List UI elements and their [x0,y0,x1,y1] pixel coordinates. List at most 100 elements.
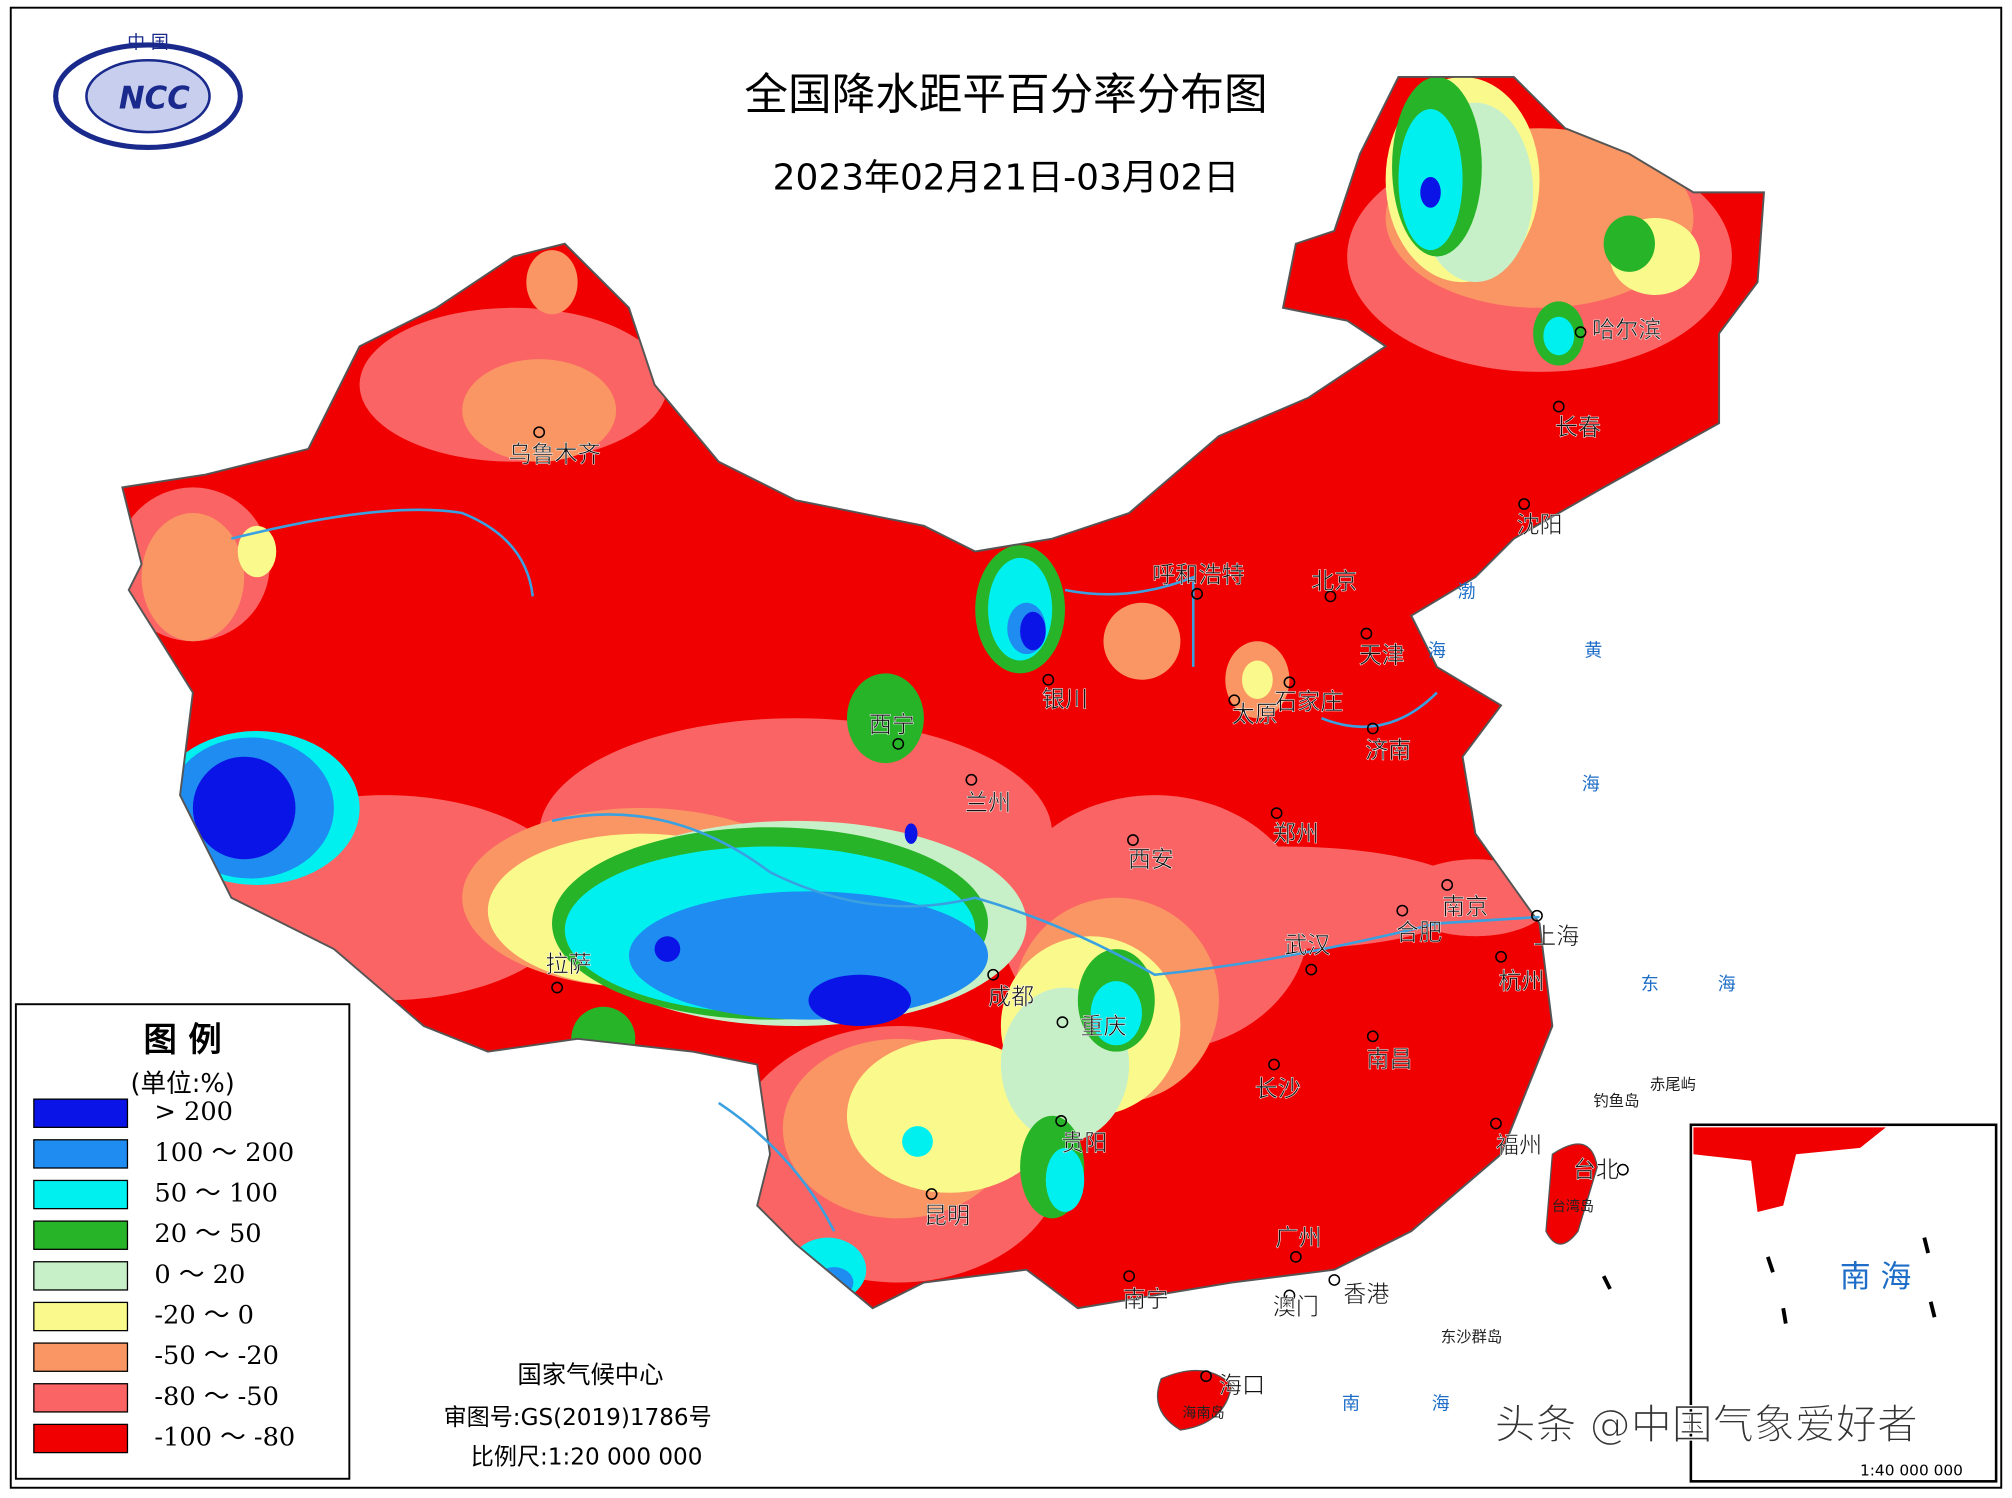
city-marker [1283,676,1296,689]
city-label: 西安 [1128,847,1174,873]
legend-label: 50 ～ 100 [154,1179,278,1209]
city-marker [1056,1016,1069,1029]
city-marker [987,968,1000,981]
legend: 图 例 (单位:%) > 200 100 ～ 200 50 ～ 100 20 ～ 50… [14,1003,351,1480]
title: 全国降水距平百分率分布图 [744,70,1267,120]
precip-zone [654,936,681,962]
legend-swatch [33,1261,129,1291]
place-label: 海 [1432,1393,1450,1414]
city-label: 太原 [1232,702,1278,728]
legend-swatch [33,1179,129,1210]
precip-zone [462,359,617,462]
city-label: 杭州 [1498,969,1544,995]
city-label: 海口 [1219,1373,1265,1399]
city-label: 贵阳 [1061,1131,1107,1157]
city-label: 济南 [1365,738,1411,764]
city-marker [1574,326,1587,339]
legend-swatch [33,1342,129,1372]
city-marker [1191,587,1203,600]
city-marker [1366,1030,1379,1043]
city-marker [533,426,546,439]
city-label: 兰州 [965,791,1011,817]
place-label: 南 [1342,1393,1360,1414]
city-label: 天津 [1359,643,1405,669]
precip-zone [192,756,296,860]
legend-label: 20 ～ 50 [154,1219,261,1249]
city-marker [1324,590,1337,603]
city-label: 南昌 [1366,1047,1412,1073]
legend-label: > 200 [154,1097,233,1127]
precip-zone [902,1126,933,1157]
precip-zone [846,1038,1053,1193]
city-label: 西宁 [869,712,915,738]
legend-title: 图 例 [143,1020,221,1059]
city-label: 沈阳 [1516,512,1562,538]
city-marker [1289,1250,1302,1263]
footer-org: 国家气候中心 [517,1360,663,1389]
city-label: 成都 [988,984,1034,1010]
city-marker [1366,722,1379,735]
city-label: 台北 [1573,1157,1619,1183]
city-marker [925,1188,938,1200]
precip-zone [1090,981,1142,1046]
hainan [1156,1369,1233,1431]
precip-zone [904,823,918,844]
city-label: 南宁 [1123,1287,1169,1313]
city-marker [1055,1115,1068,1127]
city-marker [1495,950,1507,963]
precip-zone [1020,611,1046,651]
city-label: 昆明 [924,1204,970,1230]
city-label: 银川 [1042,687,1088,713]
footer-approval: 审图号:GS(2019)1786号 [444,1405,712,1431]
legend-label: -50 ～ -20 [154,1341,279,1371]
city-label: 北京 [1311,569,1357,595]
place-label: 钓鱼岛 [1593,1092,1639,1110]
city-marker [1200,1370,1212,1383]
city-marker [551,981,564,994]
precip-zone [1045,1147,1085,1212]
taiwan [1545,1143,1598,1245]
city-label: 上海 [1533,924,1579,950]
watermark: 头条 @中国气象爱好者 [1495,1400,1918,1448]
place-label: 海 [1718,974,1736,995]
inset-label: 南 海 [1840,1259,1911,1295]
logo-name: NCC [119,81,190,117]
city-marker [1441,879,1454,891]
city-marker [892,737,905,750]
city-marker [1360,627,1373,640]
precip-zone [808,974,912,1027]
city-marker [1490,1117,1502,1130]
city-label: 香港 [1343,1282,1389,1308]
city-label: 拉萨 [546,952,592,978]
city-label: 南京 [1442,895,1488,921]
city-marker [1123,1270,1136,1283]
city-marker [1268,1058,1280,1071]
legend-label: -20 ～ 0 [154,1301,254,1331]
city-marker [1042,673,1055,686]
inset-scale: 1:40 000 000 [1860,1462,1963,1480]
legend-swatch [33,1301,129,1332]
legend-label: 0 ～ 20 [154,1260,245,1290]
city-marker [1328,1274,1341,1286]
city-label: 石家庄 [1274,689,1343,715]
logo: 中 国 NCC [53,33,243,151]
precip-zone [1543,316,1575,356]
city-marker [1531,909,1543,922]
precip-zone [846,673,924,764]
place-label: 渤 [1457,582,1475,603]
logo-top: 中 国 [127,33,169,54]
city-label: 长沙 [1255,1077,1301,1103]
precip-zone [1090,846,1476,950]
city-label: 呼和浩特 [1152,562,1244,588]
city-label: 哈尔滨 [1592,317,1661,343]
city-marker [1283,1289,1296,1302]
city-marker [1552,400,1565,413]
place-label: 东 [1641,974,1659,995]
legend-label: -100 ～ -80 [154,1422,295,1452]
precip-zone [141,513,245,642]
place-label: 台湾岛 [1552,1198,1594,1215]
legend-swatch [33,1098,129,1128]
city-label: 郑州 [1273,821,1319,847]
legend-swatch [33,1139,129,1169]
city-label: 长春 [1555,415,1601,441]
